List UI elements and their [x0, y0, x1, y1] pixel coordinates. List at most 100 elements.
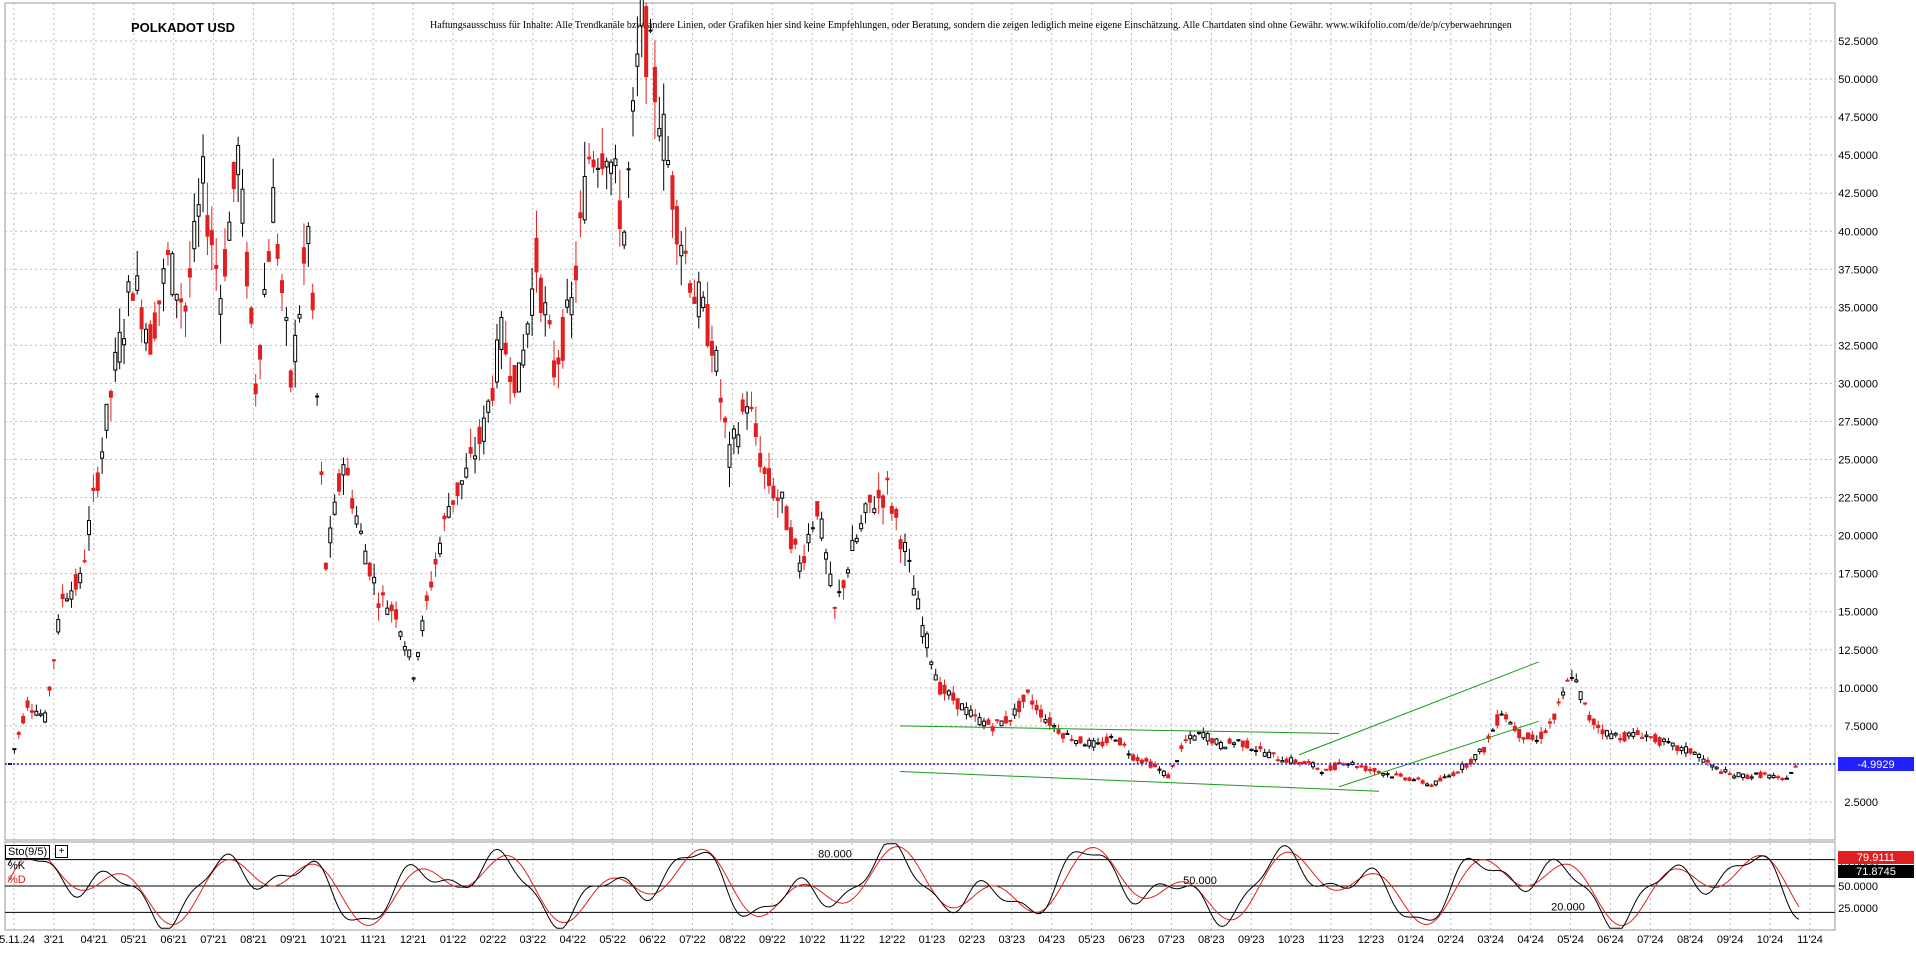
- x-tick-label: 12'23: [1358, 934, 1385, 946]
- candle-body: [165, 249, 170, 255]
- x-tick-label: 02'24: [1438, 934, 1465, 946]
- candle-body: [1201, 731, 1206, 739]
- candle-body: [1644, 734, 1649, 738]
- candle-body: [903, 542, 907, 552]
- candle-body: [148, 324, 153, 355]
- candle-body: [1679, 747, 1684, 752]
- candle-body: [1319, 772, 1324, 775]
- candle-body: [135, 275, 140, 291]
- candle-body: [1284, 758, 1289, 763]
- candle-body: [1012, 708, 1017, 716]
- candle-body: [824, 552, 829, 560]
- level-label-50: 50.000: [1183, 875, 1217, 887]
- x-tick-label: 01'22: [440, 934, 467, 946]
- candle-body: [639, 0, 644, 27]
- candle-body: [1280, 760, 1285, 763]
- candle-body: [736, 434, 741, 448]
- candle-body: [288, 370, 293, 388]
- indicator-name[interactable]: Sto(9/5): [5, 845, 51, 859]
- disclaimer-text: Haftungsausschuss für Inhalte: Alle Tren…: [430, 20, 1512, 31]
- candle-body: [1631, 732, 1636, 737]
- candle-body: [1438, 777, 1443, 782]
- x-tick-label: 07'22: [679, 934, 706, 946]
- x-tick-label: 04'23: [1038, 934, 1065, 946]
- candle-body: [832, 606, 837, 609]
- candle-body: [600, 153, 605, 170]
- candle-body: [951, 692, 956, 701]
- candle-body: [1258, 746, 1263, 750]
- candle-body: [1253, 750, 1258, 753]
- candle-body: [933, 674, 938, 681]
- x-tick-label: 04'22: [559, 934, 586, 946]
- candle-body: [705, 304, 710, 347]
- x-tick-label: 09'24: [1717, 934, 1744, 946]
- candle-body: [451, 500, 456, 505]
- candle-body: [1455, 771, 1460, 774]
- candle-body: [955, 698, 960, 710]
- candle-body: [1104, 736, 1109, 744]
- candle-body: [977, 717, 982, 726]
- y-tick-label: 2.5000: [1844, 797, 1878, 809]
- candle-body: [1429, 784, 1434, 787]
- x-tick-label: 01'23: [919, 934, 946, 946]
- candle-body: [411, 677, 416, 680]
- candle-body: [1534, 739, 1539, 742]
- x-tick-label: 08'22: [719, 934, 746, 946]
- candle-body: [201, 156, 206, 184]
- candle-body: [986, 719, 991, 725]
- candle-body: [179, 298, 184, 303]
- level-label-80: 80.000: [818, 849, 852, 861]
- candle-body: [946, 690, 951, 696]
- candle-body: [1003, 716, 1008, 724]
- candle-body: [86, 520, 91, 535]
- candle-body: [578, 212, 583, 219]
- y-tick-label: 37.5000: [1838, 264, 1878, 276]
- x-tick-label: 09'22: [759, 934, 786, 946]
- candle-body: [854, 537, 859, 543]
- candle-body: [157, 300, 162, 305]
- candle-body: [960, 703, 965, 711]
- candle-body: [1372, 767, 1377, 772]
- y-tick-label: 52.5000: [1838, 36, 1878, 48]
- candle-body: [1175, 760, 1180, 763]
- candle-body: [613, 158, 618, 167]
- candle-body: [1017, 700, 1022, 713]
- candle-body: [1297, 761, 1302, 765]
- candle-body: [367, 562, 372, 577]
- candle-body: [819, 518, 824, 539]
- x-tick-label: 3'21: [44, 934, 64, 946]
- candle-body: [187, 268, 192, 278]
- candle-body: [859, 523, 864, 530]
- candle-body: [683, 250, 688, 254]
- stochastic-axis-label: 50.0000: [1838, 881, 1878, 893]
- candle-body: [1508, 721, 1513, 725]
- candle-body: [380, 592, 385, 596]
- y-tick-label: 50.0000: [1838, 74, 1878, 86]
- candle-body: [973, 714, 978, 717]
- candle-body: [516, 362, 521, 393]
- y-tick-label: 30.0000: [1838, 378, 1878, 390]
- candle-body: [1675, 745, 1680, 751]
- candle-body: [543, 302, 548, 316]
- candle-body: [1710, 764, 1715, 768]
- candle-body: [1477, 748, 1482, 753]
- candle-body: [1736, 772, 1741, 778]
- candle-body: [626, 168, 631, 171]
- candle-body: [43, 712, 48, 723]
- candle-body: [1727, 773, 1732, 776]
- candle-body: [1635, 730, 1640, 735]
- candle-body: [1447, 775, 1452, 778]
- candle-body: [183, 305, 188, 312]
- indicator-add-icon[interactable]: +: [55, 845, 68, 858]
- candle-body: [293, 334, 298, 363]
- candle-body: [25, 700, 30, 708]
- candle-body: [609, 161, 614, 174]
- candle-body: [1398, 773, 1403, 777]
- candle-body: [1697, 753, 1702, 758]
- candle-body: [547, 320, 552, 325]
- candle-body: [1381, 773, 1386, 776]
- candle-body: [718, 397, 723, 403]
- x-tick-label: 12'22: [879, 934, 906, 946]
- candle-body: [1692, 751, 1697, 755]
- candle-body: [1701, 758, 1706, 763]
